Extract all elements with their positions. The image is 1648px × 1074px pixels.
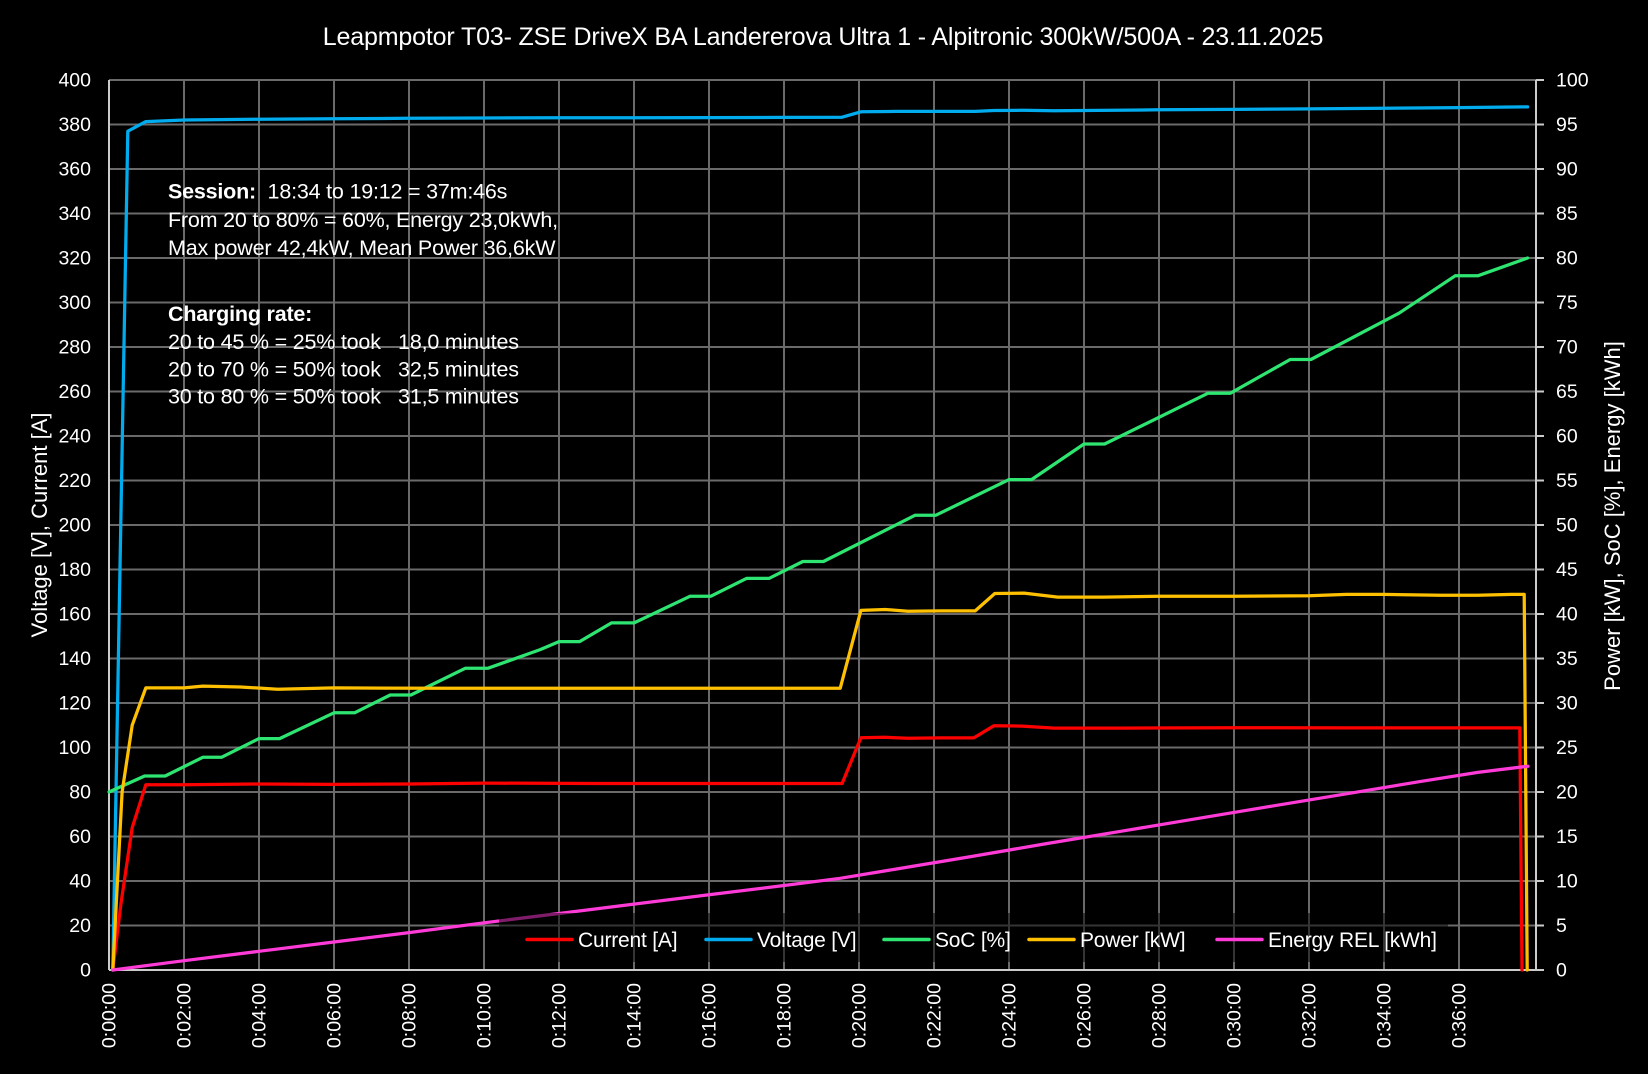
svg-text:60: 60 (1556, 426, 1578, 448)
svg-text:30: 30 (1556, 693, 1578, 715)
svg-text:Energy REL [kWh]: Energy REL [kWh] (1268, 929, 1437, 952)
svg-text:65: 65 (1556, 381, 1578, 403)
svg-text:220: 220 (58, 470, 91, 492)
svg-text:0: 0 (1556, 960, 1567, 982)
svg-text:0:28:00: 0:28:00 (1149, 983, 1171, 1048)
svg-text:30 to 80 % = 50% took 31,5 m: 30 to 80 % = 50% took 31,5 minutes (168, 385, 519, 409)
svg-text:0:18:00: 0:18:00 (774, 983, 796, 1048)
svg-text:Power [kW]: Power [kW] (1080, 929, 1185, 952)
svg-text:From 20 to 80% = 60%, Energy 2: From 20 to 80% = 60%, Energy 23,0kWh, (168, 208, 558, 232)
svg-text:75: 75 (1556, 292, 1578, 314)
svg-text:10: 10 (1556, 871, 1578, 893)
svg-text:60: 60 (69, 826, 91, 848)
svg-text:40: 40 (69, 871, 91, 893)
svg-text:Current [A]: Current [A] (578, 929, 677, 952)
svg-text:Voltage [V], Current [A]: Voltage [V], Current [A] (27, 412, 52, 637)
svg-text:100: 100 (1556, 70, 1589, 92)
svg-text:0:12:00: 0:12:00 (549, 983, 571, 1048)
svg-text:0:20:00: 0:20:00 (849, 983, 871, 1048)
svg-text:0:06:00: 0:06:00 (324, 983, 346, 1048)
svg-text:300: 300 (58, 292, 91, 314)
svg-text:35: 35 (1556, 648, 1578, 670)
svg-text:55: 55 (1556, 470, 1578, 492)
svg-text:SoC [%]: SoC [%] (935, 929, 1011, 952)
svg-text:160: 160 (58, 604, 91, 626)
svg-text:0:30:00: 0:30:00 (1224, 983, 1246, 1048)
svg-text:0:22:00: 0:22:00 (924, 983, 946, 1048)
svg-text:140: 140 (58, 648, 91, 670)
svg-text:0:32:00: 0:32:00 (1299, 983, 1321, 1048)
svg-text:200: 200 (58, 515, 91, 537)
svg-text:0:14:00: 0:14:00 (624, 983, 646, 1048)
svg-text:Leapmpotor T03- ZSE DriveX BA: Leapmpotor T03- ZSE DriveX BA Landererov… (323, 23, 1324, 51)
svg-text:340: 340 (58, 203, 91, 225)
svg-text:20 to 70 % = 50% took 32,5 m: 20 to 70 % = 50% took 32,5 minutes (168, 358, 519, 382)
svg-text:90: 90 (1556, 159, 1578, 181)
svg-text:70: 70 (1556, 337, 1578, 359)
svg-text:20 to 45 % = 25% took 18,0 m: 20 to 45 % = 25% took 18,0 minutes (168, 330, 519, 354)
svg-text:85: 85 (1556, 203, 1578, 225)
svg-text:360: 360 (58, 159, 91, 181)
svg-text:0:02:00: 0:02:00 (174, 983, 196, 1048)
svg-text:45: 45 (1556, 559, 1578, 581)
svg-text:0:26:00: 0:26:00 (1074, 983, 1096, 1048)
svg-text:400: 400 (58, 70, 91, 92)
svg-text:0:16:00: 0:16:00 (699, 983, 721, 1048)
svg-text:20: 20 (1556, 782, 1578, 804)
svg-text:180: 180 (58, 559, 91, 581)
svg-text:50: 50 (1556, 515, 1578, 537)
svg-text:0:10:00: 0:10:00 (474, 983, 496, 1048)
svg-text:0: 0 (80, 960, 91, 982)
svg-text:95: 95 (1556, 114, 1578, 136)
svg-text:40: 40 (1556, 604, 1578, 626)
svg-text:Max power 42,4kW, Mean Power 3: Max power 42,4kW, Mean Power 36,6kW (168, 236, 556, 260)
svg-text:80: 80 (1556, 248, 1578, 270)
svg-text:100: 100 (58, 737, 91, 759)
svg-text:240: 240 (58, 426, 91, 448)
svg-text:0:00:00: 0:00:00 (99, 983, 121, 1048)
svg-text:0:04:00: 0:04:00 (249, 983, 271, 1048)
svg-text:0:34:00: 0:34:00 (1374, 983, 1396, 1048)
svg-text:380: 380 (58, 114, 91, 136)
svg-text:Voltage [V]: Voltage [V] (757, 929, 856, 952)
svg-text:120: 120 (58, 693, 91, 715)
svg-text:320: 320 (58, 248, 91, 270)
svg-text:0:24:00: 0:24:00 (999, 983, 1021, 1048)
svg-text:Charging rate:: Charging rate: (168, 302, 312, 326)
svg-text:15: 15 (1556, 826, 1578, 848)
svg-text:280: 280 (58, 337, 91, 359)
svg-text:80: 80 (69, 782, 91, 804)
svg-text:20: 20 (69, 915, 91, 937)
svg-text:Power [kW], SoC [%], Energy [k: Power [kW], SoC [%], Energy [kWh] (1600, 341, 1625, 691)
svg-text:0:08:00: 0:08:00 (399, 983, 421, 1048)
svg-text:Session: 18:34 to 19:12 = 37m: Session: 18:34 to 19:12 = 37m:46s (168, 180, 507, 204)
svg-text:260: 260 (58, 381, 91, 403)
svg-text:25: 25 (1556, 737, 1578, 759)
svg-text:5: 5 (1556, 915, 1567, 937)
svg-text:0:36:00: 0:36:00 (1449, 983, 1471, 1048)
